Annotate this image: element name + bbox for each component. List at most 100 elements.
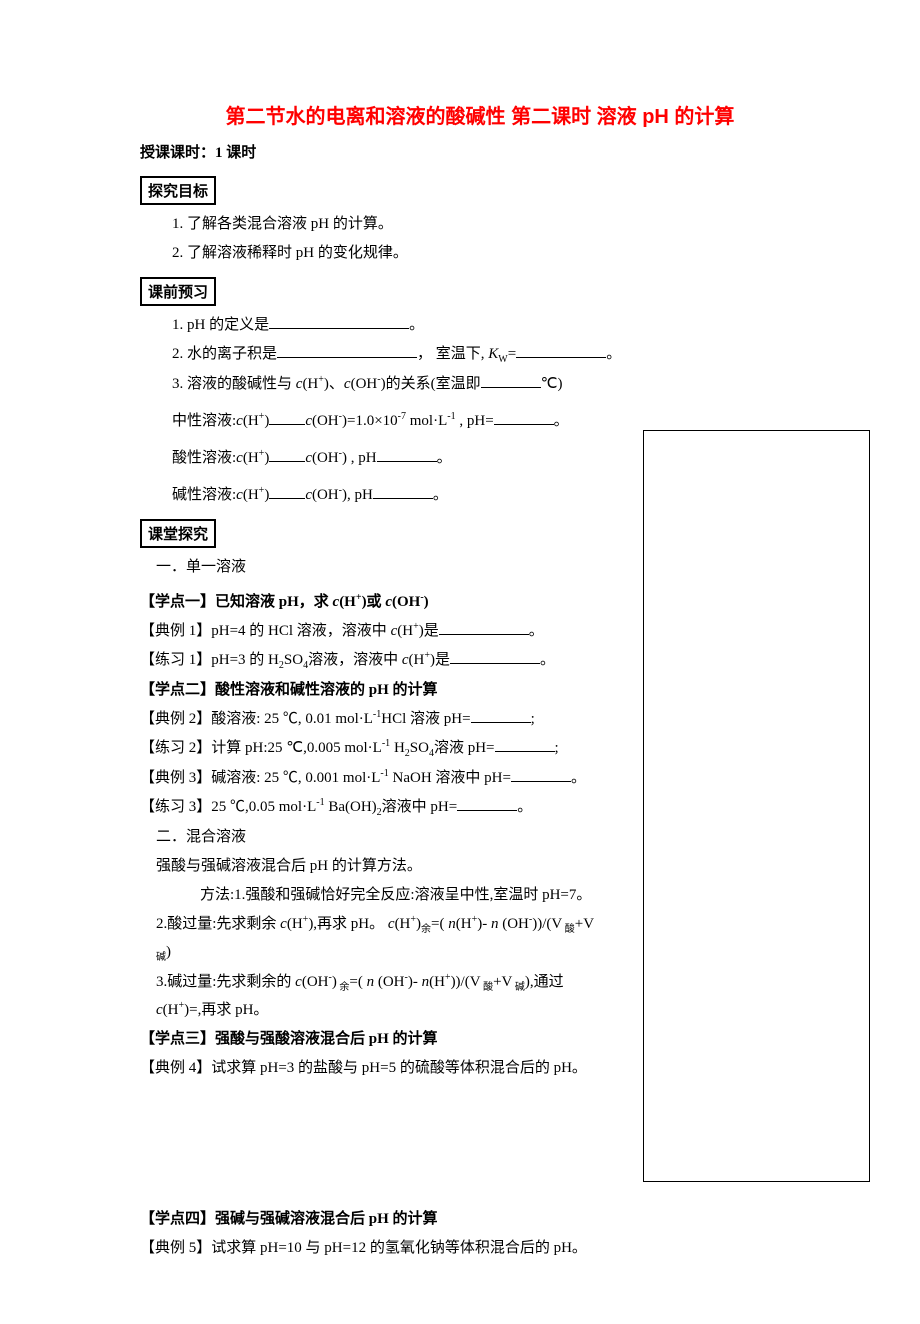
blank xyxy=(495,737,555,752)
text: ℃) xyxy=(541,376,563,392)
text: (H xyxy=(243,450,259,466)
text: (OH xyxy=(351,376,378,392)
section-box-goals: 探究目标 xyxy=(140,176,216,205)
text: 中性溶液: xyxy=(172,413,236,429)
text: ; xyxy=(555,740,559,756)
var-c: c xyxy=(305,487,312,503)
blank xyxy=(373,484,433,499)
text: 。 xyxy=(517,799,532,815)
text: 碱性溶液: xyxy=(172,487,236,503)
text: 。 xyxy=(606,346,621,362)
var-c: c xyxy=(236,413,243,429)
text: 。 xyxy=(529,623,544,639)
preview-1: 1. pH 的定义是。 xyxy=(140,312,820,339)
text: 【学点三】强酸与强酸溶液混合后 pH 的计算 xyxy=(140,1031,438,1047)
var-k: K xyxy=(488,346,498,362)
text: H xyxy=(390,740,405,756)
practice-3: 【练习 3】25 ℃,0.05 mol·L-1 Ba(OH)2溶液中 pH=。 xyxy=(140,794,590,822)
text: )或 xyxy=(362,594,386,610)
text: 。 xyxy=(437,450,452,466)
text: (H xyxy=(395,916,411,932)
example-5: 【典例 5】试求算 pH=10 与 pH=12 的氢氧化钠等体积混合后的 pH。 xyxy=(140,1235,590,1262)
practice-2: 【练习 2】计算 pH:25 ℃,0.005 mol·L-1 H2SO4溶液 p… xyxy=(140,735,590,763)
learn-point-3: 【学点三】强酸与强酸溶液混合后 pH 的计算 xyxy=(140,1026,590,1053)
text: (H xyxy=(243,487,259,503)
sup: -1 xyxy=(447,411,455,422)
sup: -1 xyxy=(316,797,324,808)
text: 【练习 3】25 ℃,0.05 mol·L xyxy=(140,799,316,815)
method-3: 3.碱过量:先求剩余的 c(OH-) 余=( n (OH-)- n(H+))/(… xyxy=(140,969,606,1024)
text: (H xyxy=(339,594,356,610)
text: ), pH xyxy=(342,487,373,503)
lesson-time: 授课课时：1 课时 xyxy=(140,141,820,162)
section-box-preview: 课前预习 xyxy=(140,277,216,306)
text: =( xyxy=(431,916,448,932)
sup: -7 xyxy=(398,411,406,422)
text: ) xyxy=(166,944,171,960)
var-c: c xyxy=(344,376,351,392)
text: 酸性溶液: xyxy=(172,450,236,466)
method-2: 2.酸过量:先求剩余 c(H+),再求 pH。 c(H+)余=( n(H+)- … xyxy=(140,911,606,967)
text: 。 xyxy=(571,770,586,786)
text: HCl 溶液 pH= xyxy=(381,711,470,727)
text: (H xyxy=(429,974,445,990)
text: NaOH 溶液中 pH= xyxy=(389,770,511,786)
var-c: c xyxy=(295,974,302,990)
text: 2. 水的离子积是 xyxy=(172,346,277,362)
var-n: n xyxy=(422,974,430,990)
text: SO xyxy=(410,740,429,756)
text: 【学点四】强碱与强碱溶液混合后 pH 的计算 xyxy=(140,1211,438,1227)
example-2: 【典例 2】酸溶液: 25 ℃, 0.01 mol·L-1HCl 溶液 pH=; xyxy=(140,706,590,733)
learn-point-1: 【学点一】已知溶液 pH，求 c(H+)或 c(OH-) xyxy=(140,589,590,616)
goal-1: 1. 了解各类混合溶液 pH 的计算。 xyxy=(140,211,820,238)
text: (OH xyxy=(374,974,404,990)
text: (H xyxy=(456,916,472,932)
var-n: n xyxy=(448,916,456,932)
var-c: c xyxy=(305,413,312,429)
learn-point-2: 【学点二】酸性溶液和碱性溶液的 pH 的计算 xyxy=(140,677,590,704)
blank xyxy=(516,343,606,358)
text: )=1.0×10 xyxy=(342,413,398,429)
text: 【典例 2】酸溶液: 25 ℃, 0.01 mol·L xyxy=(140,711,373,727)
example-1: 【典例 1】pH=4 的 HCl 溶液，溶液中 c(H+)是。 xyxy=(140,618,590,645)
text: (OH xyxy=(392,594,420,610)
section-box-class: 课堂探究 xyxy=(140,519,216,548)
sub: 碱 xyxy=(512,982,525,993)
text: mol·L xyxy=(406,413,447,429)
text: 。 xyxy=(433,487,448,503)
page-title: 第二节水的电离和溶液的酸碱性 第二课时 溶液 pH 的计算 xyxy=(140,100,820,129)
text: ) xyxy=(424,594,429,610)
text: )是 xyxy=(419,623,439,639)
side-blank-box xyxy=(643,430,870,1182)
var-c: c xyxy=(388,916,395,932)
var-c: c xyxy=(236,450,243,466)
sub: 余 xyxy=(421,924,431,935)
var-n: n xyxy=(367,974,375,990)
text: ; xyxy=(531,711,535,727)
sub: 余 xyxy=(337,982,350,993)
blank xyxy=(439,620,529,635)
text: )是 xyxy=(430,652,450,668)
text: SO xyxy=(284,652,303,668)
sup: -1 xyxy=(382,738,390,749)
text: +V xyxy=(575,916,594,932)
text: 【练习 2】计算 pH:25 ℃,0.005 mol·L xyxy=(140,740,382,756)
text: (H xyxy=(243,413,259,429)
text: ),再求 pH。 xyxy=(308,916,388,932)
blank xyxy=(269,410,305,425)
text: 1. pH 的定义是 xyxy=(172,317,269,333)
text: )- xyxy=(408,974,422,990)
var-c: c xyxy=(305,450,312,466)
var-c: c xyxy=(385,594,392,610)
var-c: c xyxy=(236,487,243,503)
text: 【学点二】酸性溶液和碱性溶液的 pH 的计算 xyxy=(140,682,438,698)
text: (OH xyxy=(312,450,339,466)
method-1: 方法:1.强酸和强碱恰好完全反应:溶液呈中性,室温时 pH=7。 xyxy=(140,882,650,909)
blank xyxy=(277,343,417,358)
sub: 碱 xyxy=(156,952,166,963)
blank xyxy=(450,649,540,664)
blank xyxy=(269,314,409,329)
text: Ba(OH) xyxy=(325,799,377,815)
example-4: 【典例 4】试求算 pH=3 的盐酸与 pH=5 的硫酸等体积混合后的 pH。 xyxy=(140,1055,590,1082)
text: , pH= xyxy=(456,413,494,429)
